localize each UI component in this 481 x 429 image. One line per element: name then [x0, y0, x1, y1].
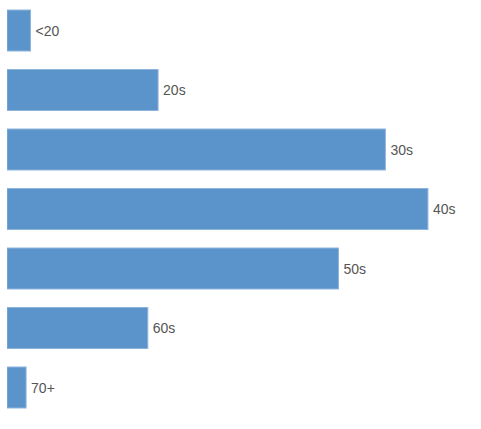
chart-root: <20 20s 30s 40s 50s 60s 70+ [0, 0, 481, 429]
category-label: 40s [433, 201, 456, 217]
category-label: 50s [343, 261, 366, 277]
bar [7, 70, 158, 111]
bar [7, 129, 385, 170]
bar [7, 10, 30, 51]
category-label: 30s [390, 142, 413, 158]
bar [7, 248, 338, 289]
bars [7, 10, 428, 408]
labels: <20 20s 30s 40s 50s 60s 70+ [31, 23, 455, 396]
category-label: 60s [153, 320, 176, 336]
category-label: 70+ [31, 380, 55, 396]
chart: <20 20s 30s 40s 50s 60s 70+ [0, 0, 481, 429]
bar [7, 308, 148, 349]
category-label: <20 [35, 23, 59, 39]
bar [7, 189, 428, 230]
bar [7, 367, 26, 408]
category-label: 20s [163, 82, 186, 98]
